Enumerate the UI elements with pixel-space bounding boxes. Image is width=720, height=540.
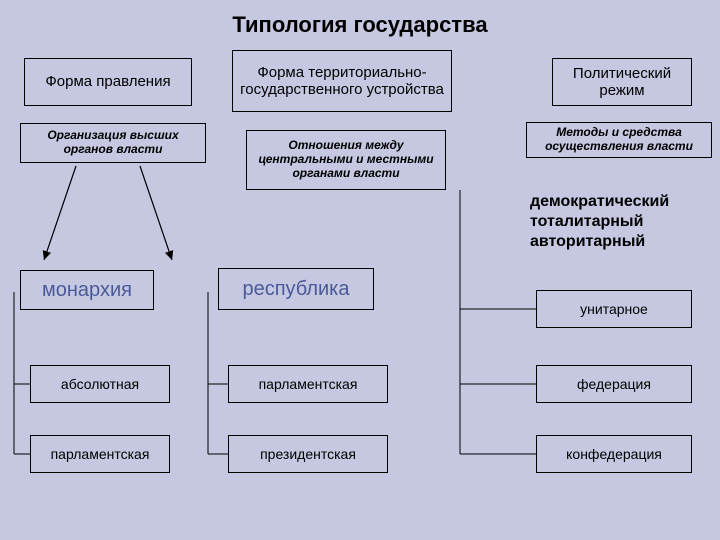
diagram-canvas: Типология государства Форма правления Фо… (0, 0, 720, 540)
connectors-layer (0, 0, 720, 540)
